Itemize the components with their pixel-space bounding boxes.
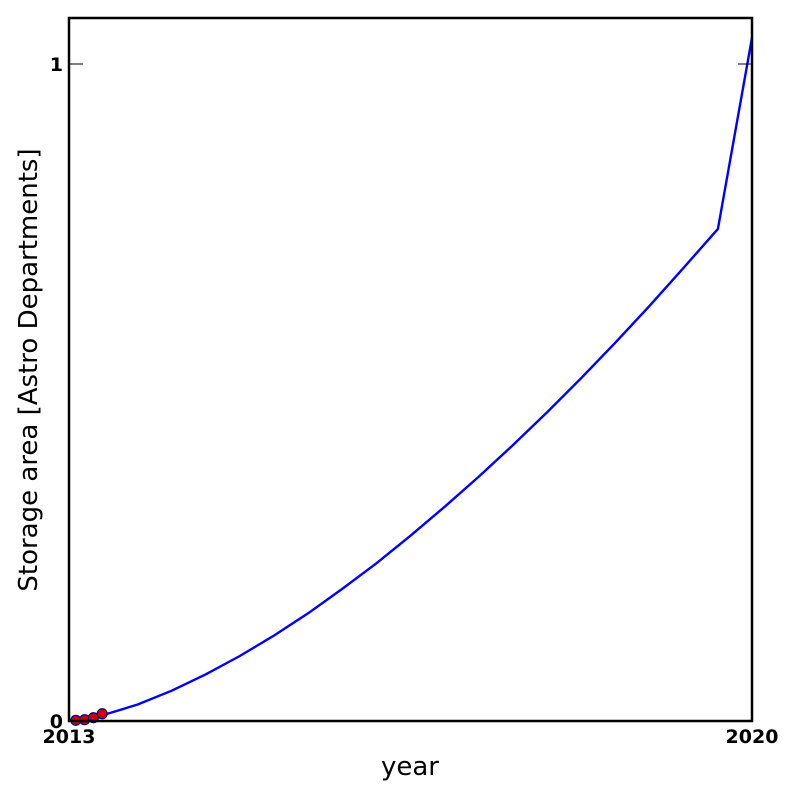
series-line-0 [68,37,754,723]
x-axis-title: year [381,752,439,782]
y-axis-title: Storage area [Astro Departments] [14,148,44,591]
plot-frame [67,16,754,723]
x-tick-label-1: 2020 [726,726,779,748]
y-tick-label-1: 1 [50,54,63,76]
y-tick-label-0: 0 [50,711,63,733]
tick-layer: 2013 2020 0 1 [43,54,779,748]
plot-area [68,37,754,726]
scatter-point-3 [96,708,108,720]
x-tick-label-0: 2013 [43,726,96,748]
